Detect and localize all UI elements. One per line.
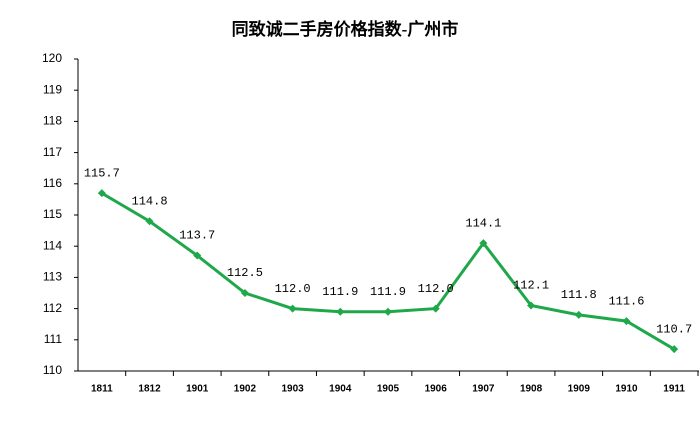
data-label: 111.6 [608, 294, 644, 308]
y-tick-label: 110 [43, 363, 62, 377]
y-tick-label: 116 [43, 176, 62, 190]
data-label: 112.0 [418, 282, 454, 296]
x-tick-label: 1905 [377, 384, 400, 395]
marker [288, 304, 297, 313]
marker [431, 304, 440, 313]
x-tick-label: 1904 [329, 384, 352, 395]
x-tick-label: 1908 [520, 384, 543, 395]
x-tick-label: 1911 [663, 384, 685, 395]
marker [574, 310, 583, 319]
data-label: 112.0 [275, 282, 311, 296]
data-label: 115.7 [84, 166, 120, 180]
y-tick-label: 120 [42, 51, 62, 65]
y-tick-label: 111 [44, 332, 63, 346]
data-label: 110.7 [656, 322, 692, 336]
marker [240, 289, 249, 297]
line [101, 191, 675, 351]
data-label: 114.8 [132, 194, 168, 208]
y-tick-label: 112 [43, 301, 62, 315]
marker [527, 301, 536, 310]
x-tick-label: 1812 [138, 384, 161, 395]
x-tick-label: 1811 [91, 384, 113, 395]
data-label: 112.5 [227, 266, 263, 280]
y-tick-label: 114 [43, 238, 62, 252]
marker [336, 307, 345, 316]
data-label: 114.1 [465, 216, 501, 230]
data-label: 111.9 [370, 285, 406, 299]
data-label: 111.9 [322, 285, 358, 299]
x-tick-label: 1903 [281, 384, 304, 395]
y-tick-label: 117 [43, 145, 62, 159]
chart-title: 同致诚二手房价格指数-广州市 [232, 19, 459, 39]
marker [193, 251, 202, 260]
marker [670, 345, 679, 354]
y-tick-label: 113 [43, 270, 62, 284]
x-tick-label: 1906 [425, 384, 448, 395]
x-tick-label: 1901 [186, 384, 209, 395]
marker [97, 189, 106, 198]
data-label: 111.8 [561, 288, 597, 302]
data-label: 112.1 [513, 279, 549, 293]
y-tick-label: 119 [43, 82, 62, 96]
x-tick-label: 1902 [234, 384, 257, 395]
x-tick-label: 1910 [615, 384, 638, 395]
x-tick-label: 1909 [568, 384, 591, 395]
y-tick-label: 115 [43, 207, 62, 221]
marker [384, 307, 392, 316]
x-tick-label: 1907 [472, 384, 495, 395]
marker [479, 239, 488, 248]
y-tick-label: 118 [43, 114, 62, 128]
marker [145, 217, 154, 226]
marker [622, 317, 631, 326]
data-label: 113.7 [179, 229, 215, 243]
